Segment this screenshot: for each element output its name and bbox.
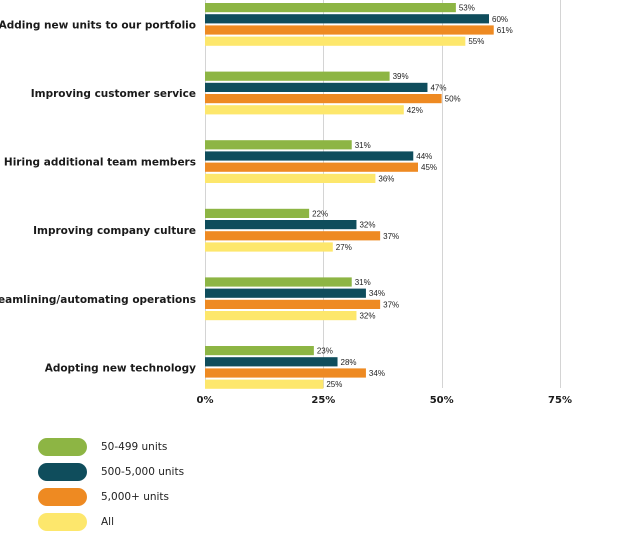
bar-50-499-units-adopting-new-technology [205, 346, 314, 356]
bar-5-000-units-improving-customer-service [205, 94, 442, 104]
x-tick-label: 25% [311, 395, 335, 406]
x-tick-label: 50% [430, 395, 454, 406]
legend-label: All [101, 515, 115, 528]
data-label: 53% [459, 4, 475, 13]
bars [205, 3, 494, 389]
bar-50-499-units-adding-new-units-to-our-portfolio [205, 3, 456, 13]
data-label: 47% [430, 83, 446, 92]
bar-500-5-000-units-streamlining-automating-operations [205, 288, 366, 298]
data-label: 34% [369, 289, 385, 298]
data-label: 44% [416, 152, 432, 161]
data-label: 37% [383, 300, 399, 309]
legend-swatch [38, 512, 87, 531]
data-label: 37% [383, 232, 399, 241]
category-label: Improving customer service [31, 88, 196, 100]
bar-50-499-units-improving-company-culture [205, 208, 310, 218]
bar-5-000-units-improving-company-culture [205, 231, 381, 241]
bar-all-improving-customer-service [205, 105, 404, 115]
category-label: Streamlining/automating operations [0, 294, 196, 306]
data-label: 27% [336, 243, 352, 252]
data-label: 25% [326, 380, 342, 389]
category-label: Hiring additional team members [4, 157, 196, 169]
legend-swatch [38, 487, 87, 506]
bar-50-499-units-improving-customer-service [205, 71, 390, 81]
data-label: 50% [445, 95, 461, 104]
legend-item-500-5-000-units: 500-5,000 units [38, 459, 278, 484]
bar-chart: 53% 60% 61% 55% 39% 47% 50% 42% 31% 44% 45% 36% 22% 3… [0, 0, 572, 406]
data-label: 31% [355, 278, 371, 287]
data-label: 45% [421, 163, 437, 172]
x-tick-label: 0% [197, 395, 214, 406]
data-label: 32% [359, 221, 375, 230]
bar-5-000-units-streamlining-automating-operations [205, 299, 381, 309]
bar-5-000-units-adding-new-units-to-our-portfolio [205, 25, 494, 35]
data-label: 61% [497, 26, 513, 35]
legend-label: 50-499 units [101, 440, 168, 453]
legend-item-all: All [38, 509, 278, 534]
data-label: 42% [407, 106, 423, 115]
x-tick-label: 75% [548, 395, 572, 406]
bar-all-hiring-additional-team-members [205, 173, 376, 183]
legend-item-50-499-units: 50-499 units [38, 434, 278, 459]
data-label: 22% [312, 209, 328, 218]
legend-label: 5,000+ units [101, 490, 170, 503]
bar-all-streamlining-automating-operations [205, 311, 357, 321]
bar-50-499-units-hiring-additional-team-members [205, 140, 352, 150]
data-label: 36% [378, 174, 394, 183]
data-label: 23% [317, 347, 333, 356]
legend: 50-499 units 500-5,000 units 5,000+ units A… [38, 434, 278, 534]
data-label: 55% [468, 37, 484, 46]
bar-500-5-000-units-hiring-additional-team-members [205, 151, 414, 161]
data-label: 32% [359, 312, 375, 321]
bar-500-5-000-units-improving-customer-service [205, 82, 428, 92]
category-label: Adding new units to our portfolio [0, 19, 196, 31]
data-label: 34% [369, 369, 385, 378]
bar-5-000-units-adopting-new-technology [205, 368, 366, 378]
bar-500-5-000-units-adopting-new-technology [205, 357, 338, 367]
data-label: 28% [341, 358, 357, 367]
category-label: Improving company culture [33, 225, 196, 237]
data-label: 60% [492, 15, 508, 24]
data-label: 39% [393, 72, 409, 81]
gridlines [205, 0, 561, 388]
x-axis-ticks: 0% 25% 50% 75% [197, 395, 572, 406]
category-labels: Adding new units to our portfolio Improvi… [0, 19, 196, 374]
bar-all-adding-new-units-to-our-portfolio [205, 36, 466, 46]
legend-swatch [38, 462, 87, 481]
legend-label: 500-5,000 units [101, 465, 185, 478]
data-label: 31% [355, 141, 371, 150]
data-labels: 53% 60% 61% 55% 39% 47% 50% 42% 31% 44% 45% 36% 22% 3… [312, 4, 513, 390]
category-label: Adopting new technology [45, 362, 196, 374]
bar-500-5-000-units-improving-company-culture [205, 220, 357, 230]
bar-50-499-units-streamlining-automating-operations [205, 277, 352, 287]
bar-all-improving-company-culture [205, 242, 333, 252]
bar-500-5-000-units-adding-new-units-to-our-portfolio [205, 14, 489, 24]
legend-item-5-000-units: 5,000+ units [38, 484, 278, 509]
legend-swatch [38, 437, 87, 456]
bar-5-000-units-hiring-additional-team-members [205, 162, 418, 172]
bar-all-adopting-new-technology [205, 379, 324, 389]
